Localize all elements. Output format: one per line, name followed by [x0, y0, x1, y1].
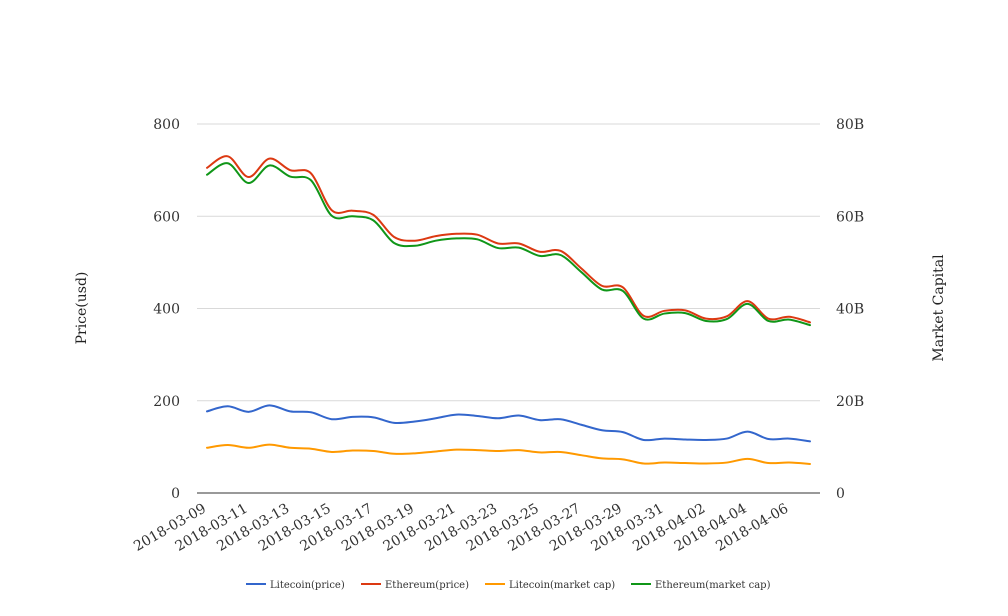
legend-item[interactable]: Ethereum(market cap) [631, 580, 771, 591]
y-tick-label-right: 20B [836, 394, 864, 410]
legend-label: Litecoin(price) [270, 580, 345, 591]
series-line-litecoin-market-cap [206, 443, 811, 465]
y-tick-label-right: 40B [836, 302, 864, 318]
legend-label: Litecoin(market cap) [509, 580, 615, 591]
legend-item[interactable]: Litecoin(price) [246, 580, 345, 591]
y-tick-label-left: 400 [153, 302, 180, 318]
series-line-ethereum-price [206, 155, 811, 324]
legend: Litecoin(price) Ethereum(price) Litecoin(m… [246, 580, 771, 591]
y-tick-label-left: 200 [153, 394, 180, 410]
series-line-litecoin-price [206, 404, 811, 443]
y-tick-label-left: 800 [153, 117, 180, 133]
legend-item[interactable]: Ethereum(price) [361, 580, 469, 591]
y-tick-label-right: 60B [836, 209, 864, 225]
series-lines [206, 155, 811, 465]
legend-item[interactable]: Litecoin(market cap) [485, 580, 615, 591]
y-tick-label-left: 600 [153, 209, 180, 225]
legend-label: Ethereum(price) [385, 580, 469, 591]
gridlines [197, 123, 820, 402]
y-tick-label-right: 0 [836, 486, 845, 502]
legend-label: Ethereum(market cap) [655, 580, 771, 591]
series-line-ethereum-market-cap [206, 162, 811, 327]
y-axis-title-right: Market Capital [931, 254, 947, 362]
y-tick-label-left: 0 [171, 486, 180, 502]
y-tick-label-right: 80B [836, 117, 864, 133]
y-axis-title-left: Price(usd) [74, 272, 90, 345]
